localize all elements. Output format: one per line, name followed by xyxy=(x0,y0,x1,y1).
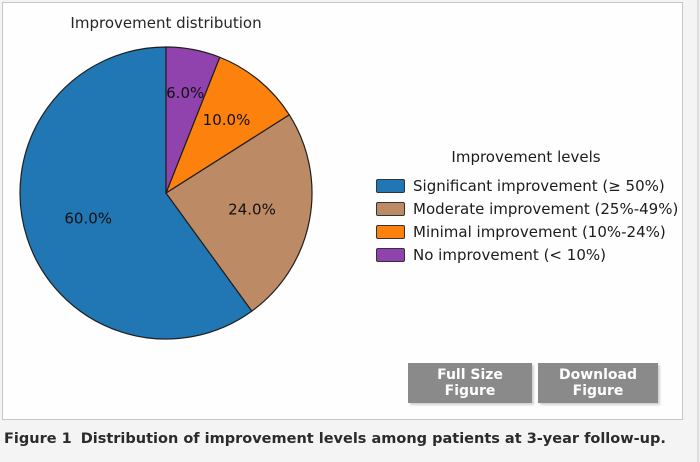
legend: Improvement levels Significant improveme… xyxy=(376,148,679,266)
figure-caption-text: Distribution of improvement levels among… xyxy=(80,431,666,447)
legend-swatch-minimal xyxy=(376,224,405,239)
chart-title: Improvement distribution xyxy=(70,14,262,32)
legend-item: No improvement (< 10%) xyxy=(376,243,676,266)
legend-label: Moderate improvement (25%-49%) xyxy=(413,199,679,218)
legend-swatch-significant xyxy=(376,178,405,193)
figure-caption-label: Figure 1 xyxy=(4,431,72,447)
legend-swatch-none xyxy=(376,247,405,262)
full-size-figure-button[interactable]: Full Size Figure xyxy=(408,363,532,403)
legend-title: Improvement levels xyxy=(451,148,601,166)
download-figure-button[interactable]: Download Figure xyxy=(538,363,658,403)
legend-item: Minimal improvement (10%-24%) xyxy=(376,220,676,243)
legend-label: Minimal improvement (10%-24%) xyxy=(413,222,666,241)
figure-caption: Figure 1 Distribution of improvement leve… xyxy=(4,431,694,447)
legend-label: No improvement (< 10%) xyxy=(413,245,606,264)
legend-swatch-moderate xyxy=(376,201,405,216)
legend-item: Significant improvement (≥ 50%) xyxy=(376,174,676,197)
legend-item: Moderate improvement (25%-49%) xyxy=(376,197,679,220)
page-edge-divider xyxy=(697,0,699,462)
legend-label: Significant improvement (≥ 50%) xyxy=(413,176,665,195)
